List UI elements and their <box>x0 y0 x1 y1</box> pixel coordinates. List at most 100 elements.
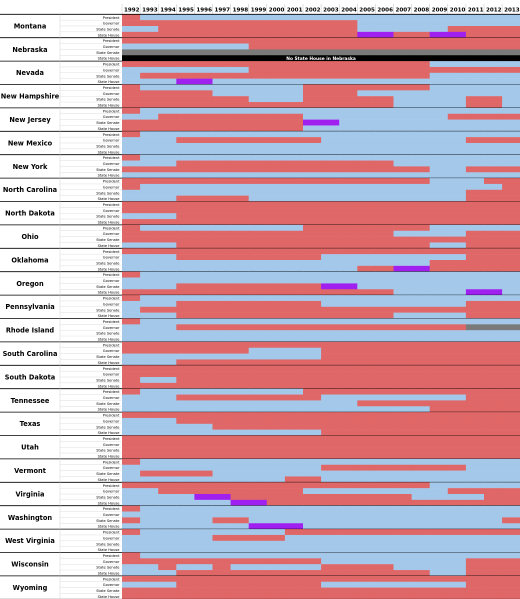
cell-new-mexico-state-house-2008 <box>411 148 431 155</box>
cell-new-hampshire-state-senate-2013 <box>502 96 520 103</box>
cell-north-dakota-president-1995 <box>176 201 195 208</box>
cell-pennsylvania-state-house-1995 <box>176 312 195 319</box>
cell-washington-governor-2000 <box>266 511 286 518</box>
cell-nebraska-state-senate-2007 <box>393 49 412 56</box>
cell-new-jersey-state-house-2003 <box>321 125 340 132</box>
cell-tennessee-president-2007 <box>393 388 412 395</box>
cell-new-jersey-state-house-2007 <box>393 125 412 132</box>
cell-washington-president-1997 <box>212 505 231 512</box>
cell-new-mexico-governor-2010 <box>447 137 467 144</box>
cell-north-dakota-state-house-1998 <box>230 219 250 226</box>
cell-washington-governor-2003 <box>321 511 340 518</box>
cell-oregon-state-senate-2003 <box>321 283 340 290</box>
cell-texas-governor-1992 <box>122 417 141 425</box>
row-label-governor: Governor <box>103 232 120 236</box>
cell-virginia-governor-2006 <box>375 488 394 495</box>
cell-oregon-state-house-2011 <box>465 289 485 296</box>
cell-ohio-state-senate-1997 <box>212 236 231 243</box>
cell-nevada-state-house-2005 <box>357 78 376 85</box>
cell-north-carolina-state-senate-2011 <box>465 189 485 196</box>
cell-north-dakota-governor-2011 <box>465 207 485 214</box>
cell-new-mexico-state-house-2005 <box>357 148 376 155</box>
cell-washington-governor-2004 <box>339 511 358 518</box>
cell-nevada-state-senate-1998 <box>230 72 250 79</box>
row-label-state-senate: State Senate <box>96 191 120 195</box>
cell-ohio-state-house-2012 <box>484 242 503 249</box>
cell-new-mexico-state-house-2011 <box>465 148 485 155</box>
cell-south-carolina-state-senate-1997 <box>212 353 231 360</box>
cell-north-dakota-president-2013 <box>502 201 520 208</box>
cell-rhode-island-president-2009 <box>429 318 449 325</box>
cell-nebraska-president-2009 <box>429 37 449 44</box>
cell-north-carolina-state-senate-2012 <box>484 189 503 196</box>
cell-wisconsin-president-2011 <box>465 552 485 559</box>
cell-new-mexico-president-2004 <box>339 131 358 138</box>
cell-south-dakota-state-senate-2013 <box>502 377 520 384</box>
cell-new-jersey-president-1999 <box>248 107 268 114</box>
cell-oklahoma-state-senate-1999 <box>248 260 268 267</box>
cell-new-mexico-president-2000 <box>266 131 286 138</box>
cell-nebraska-state-senate-2011 <box>465 49 485 56</box>
cell-montana-governor-2007 <box>393 20 412 27</box>
cell-montana-state-senate-1995 <box>176 26 195 33</box>
cell-tennessee-president-2002 <box>303 388 322 395</box>
cell-montana-state-senate-1992 <box>122 26 141 33</box>
cell-utah-state-house-2006 <box>375 453 394 460</box>
cell-nebraska-governor-2013 <box>502 43 520 50</box>
cell-north-dakota-state-senate-1995 <box>176 213 195 220</box>
cell-new-york-governor-2007 <box>393 160 412 167</box>
cell-new-york-state-house-2002 <box>303 172 322 179</box>
row-label-state-house: State House <box>98 244 121 248</box>
cell-new-jersey-president-1995 <box>176 107 195 114</box>
cell-nebraska-state-senate-1997 <box>212 49 231 56</box>
cell-new-jersey-state-senate-2010 <box>447 119 467 126</box>
row-label-governor: Governor <box>103 419 120 423</box>
cell-new-mexico-governor-2003 <box>321 137 340 144</box>
cell-new-mexico-state-house-2000 <box>266 148 286 155</box>
cell-nevada-president-1998 <box>230 61 250 68</box>
cell-north-dakota-president-2009 <box>429 201 449 208</box>
row-label-state-house: State House <box>98 595 121 599</box>
cell-tennessee-state-senate-1997 <box>212 400 231 407</box>
cell-south-carolina-state-house-2011 <box>465 359 485 366</box>
cell-nevada-state-house-2002 <box>303 78 322 85</box>
cell-virginia-president-2012 <box>484 482 503 489</box>
row-label-governor: Governor <box>103 256 120 260</box>
cell-new-york-governor-1992 <box>122 160 141 167</box>
cell-virginia-state-senate-2003 <box>321 494 340 501</box>
cell-wyoming-state-house-1993 <box>140 593 159 599</box>
cell-wyoming-president-2010 <box>447 575 467 582</box>
cell-texas-state-house-1992 <box>122 429 141 436</box>
cell-wyoming-state-house-2001 <box>284 593 304 599</box>
cell-tennessee-president-2009 <box>429 388 449 395</box>
cell-pennsylvania-governor-2012 <box>484 300 503 308</box>
cell-north-carolina-governor-2013 <box>502 183 520 191</box>
cell-south-dakota-governor-2000 <box>266 371 286 378</box>
cell-west-virginia-state-house-2003 <box>321 546 340 553</box>
cell-new-hampshire-state-senate-2003 <box>321 96 340 103</box>
cell-rhode-island-state-house-1995 <box>176 336 195 343</box>
cell-rhode-island-governor-1994 <box>158 324 177 331</box>
cell-oklahoma-state-house-2013 <box>502 265 520 272</box>
cell-wisconsin-state-senate-2000 <box>266 564 286 571</box>
cell-oregon-governor-2005 <box>357 277 376 284</box>
cell-new-york-president-1999 <box>248 154 268 161</box>
cell-tennessee-state-senate-2010 <box>447 400 467 407</box>
cell-new-hampshire-governor-2012 <box>484 90 503 97</box>
cell-washington-governor-2010 <box>447 511 467 518</box>
cell-west-virginia-president-2013 <box>502 529 520 536</box>
cell-new-jersey-president-2006 <box>375 107 394 114</box>
cell-vermont-state-senate-2005 <box>357 470 376 477</box>
cell-new-hampshire-state-senate-2007 <box>393 96 412 103</box>
cell-oklahoma-president-1999 <box>248 248 268 255</box>
cell-new-york-president-2000 <box>266 154 286 161</box>
cell-montana-president-1998 <box>230 14 250 21</box>
cell-texas-state-senate-2005 <box>357 423 376 430</box>
cell-montana-governor-1996 <box>194 20 213 27</box>
cell-vermont-governor-1994 <box>158 464 177 471</box>
cell-new-mexico-state-house-1994 <box>158 148 177 155</box>
row-label-state-senate: State Senate <box>96 308 120 312</box>
cell-south-dakota-governor-2002 <box>303 371 322 378</box>
cell-new-hampshire-state-house-2003 <box>321 102 340 109</box>
cell-rhode-island-president-1995 <box>176 318 195 325</box>
